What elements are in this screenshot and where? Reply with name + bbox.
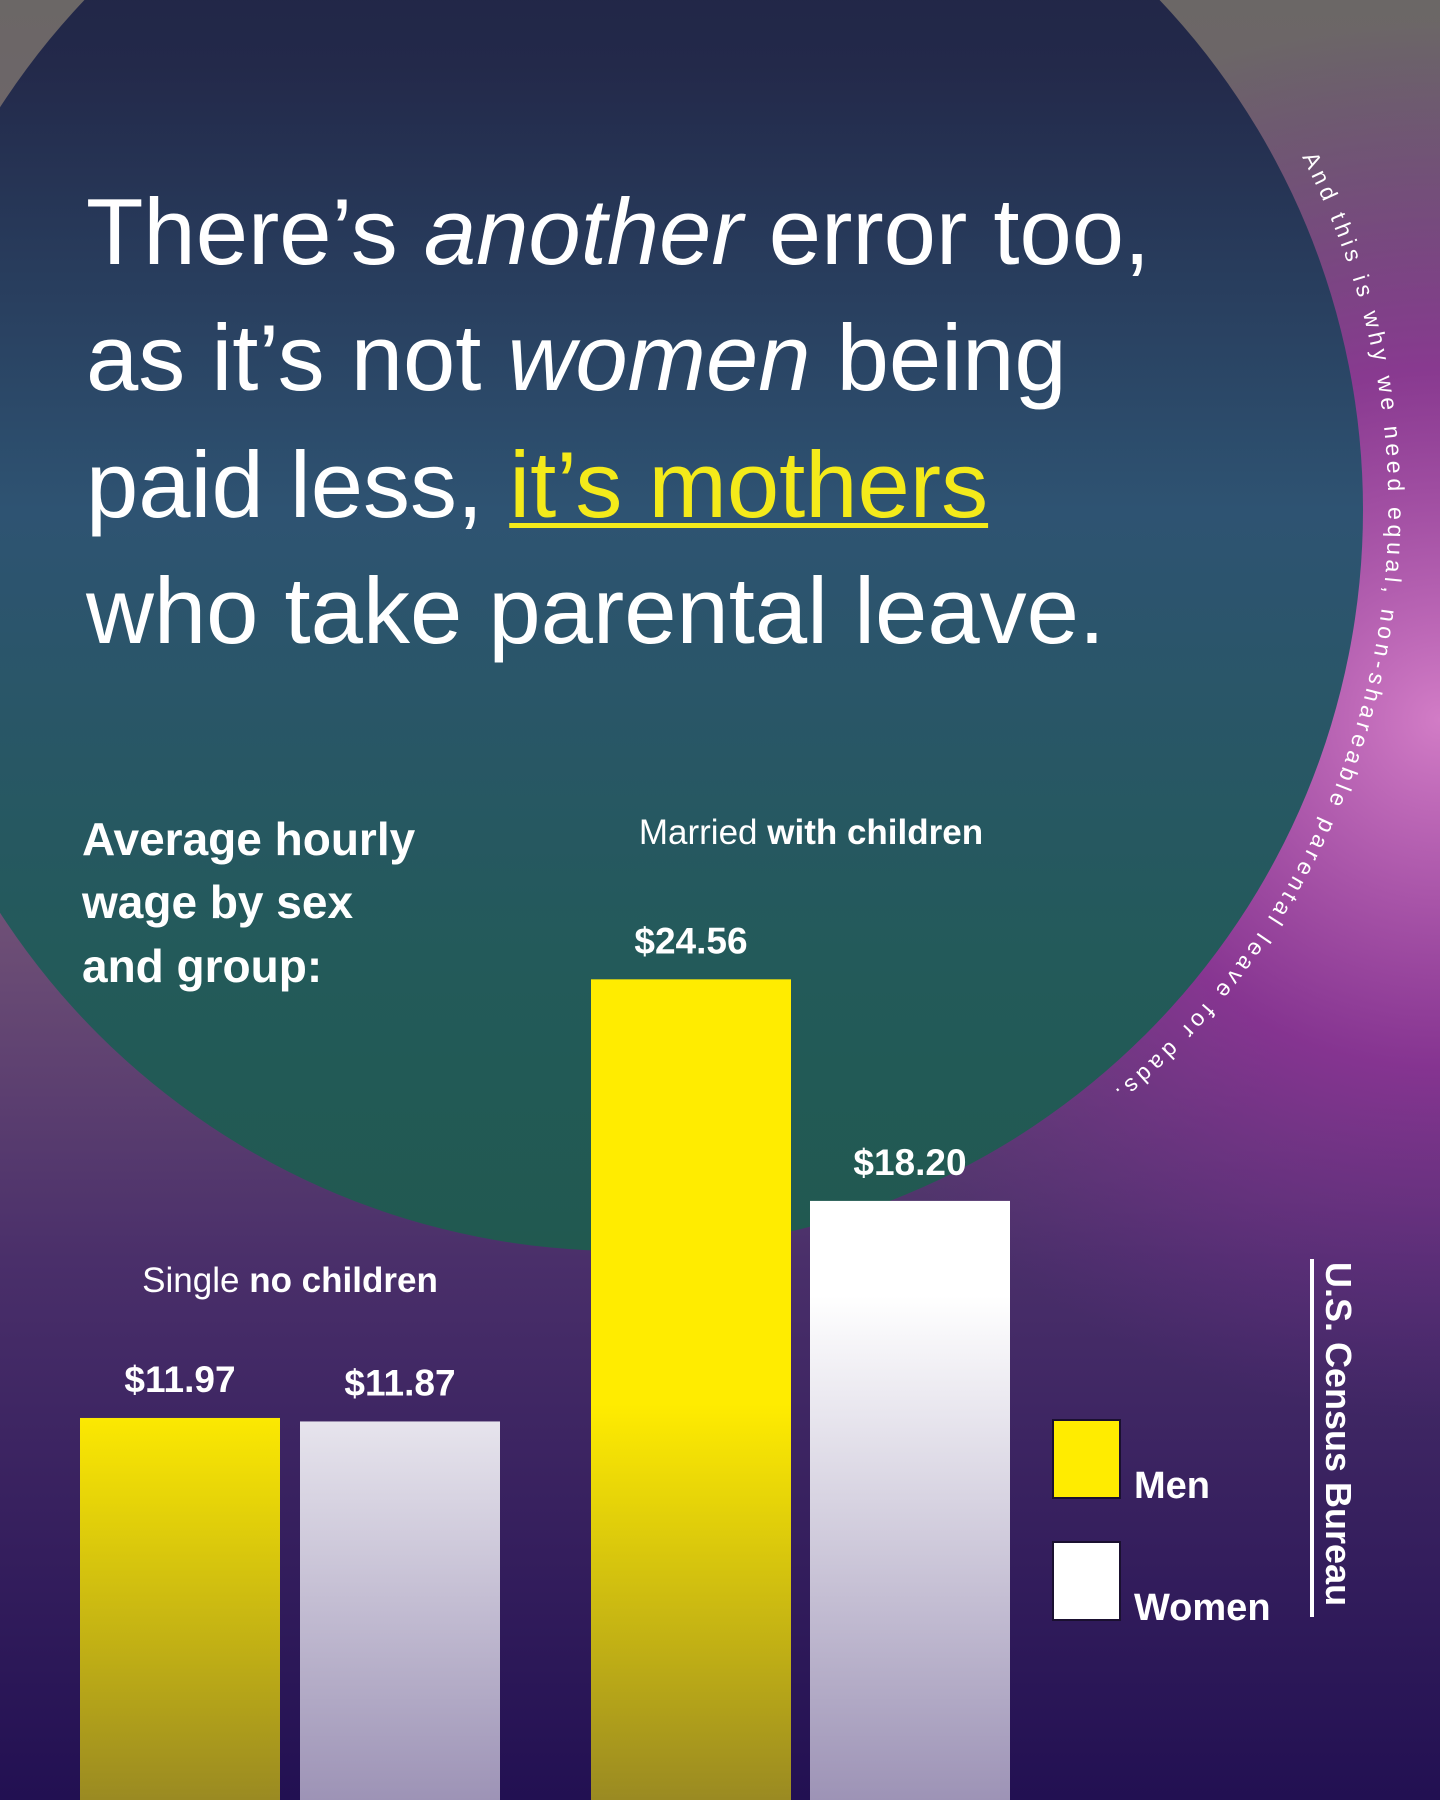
legend: Men Women <box>1052 1419 1271 1629</box>
bar-men-single <box>80 1417 280 1800</box>
headline: There’s another error too, as it’s not w… <box>85 179 1150 663</box>
bar-value-labels: $11.97 $11.87 $24.56 $18.20 <box>124 920 966 1403</box>
headline-line-4: who take parental leave. <box>85 558 1105 663</box>
bar-women-single <box>300 1421 500 1800</box>
group-label-single: Single no children <box>142 1261 438 1300</box>
highlight-underline <box>509 523 989 528</box>
subtitle-line: and group: <box>82 940 322 992</box>
headline-line-1: There’s another error too, <box>86 179 1150 284</box>
source-label: U.S. Census Bureau <box>1318 1262 1359 1606</box>
bar-value-label: $18.20 <box>853 1142 966 1183</box>
bar-value-label: $11.97 <box>124 1359 235 1400</box>
chart-subtitle: Average hourly wage by sex and group: <box>81 813 416 992</box>
group-label-married: Married with children <box>639 813 983 852</box>
headline-line-3: paid less, it’s mothers <box>86 432 988 537</box>
bar-value-label: $24.56 <box>634 920 747 961</box>
bar-women-married <box>810 1200 1010 1800</box>
legend-label-women: Women <box>1134 1587 1271 1629</box>
highlight-mothers: it’s mothers <box>509 432 988 537</box>
source-divider <box>1310 1259 1314 1617</box>
legend-swatch-men <box>1052 1419 1121 1499</box>
subtitle-line: Average hourly <box>82 813 416 865</box>
bar-value-label: $11.87 <box>344 1362 455 1403</box>
bar-men-married <box>591 979 791 1800</box>
headline-line-2: as it’s not women being <box>86 305 1067 410</box>
legend-label-men: Men <box>1134 1465 1210 1507</box>
bars <box>80 979 1010 1800</box>
backdrop-circle <box>0 0 1363 1251</box>
subtitle-line: wage by sex <box>81 876 353 928</box>
legend-swatch-women <box>1052 1541 1121 1621</box>
